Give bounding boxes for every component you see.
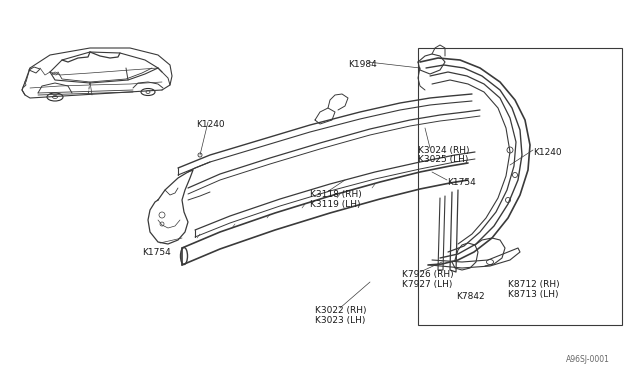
Text: K1240: K1240 [533,148,562,157]
Text: K3025 (LH): K3025 (LH) [418,155,468,164]
Bar [418,48,622,325]
Text: K1240: K1240 [196,120,225,129]
Text: A96SJ-0001: A96SJ-0001 [566,355,610,364]
Text: K7927 (LH): K7927 (LH) [402,280,452,289]
Text: K1984: K1984 [348,60,377,69]
Text: K3023 (LH): K3023 (LH) [315,316,365,325]
Text: K1754: K1754 [447,178,476,187]
Text: K8713 (LH): K8713 (LH) [508,290,559,299]
Text: K7842: K7842 [456,292,484,301]
Text: K3024 (RH): K3024 (RH) [418,146,470,155]
Text: K1754: K1754 [142,248,171,257]
Text: K3022 (RH): K3022 (RH) [315,306,367,315]
Text: K8712 (RH): K8712 (RH) [508,280,559,289]
Text: K7926 (RH): K7926 (RH) [402,270,454,279]
Text: K3119 (LH): K3119 (LH) [310,200,360,209]
Text: K3118 (RH): K3118 (RH) [310,190,362,199]
